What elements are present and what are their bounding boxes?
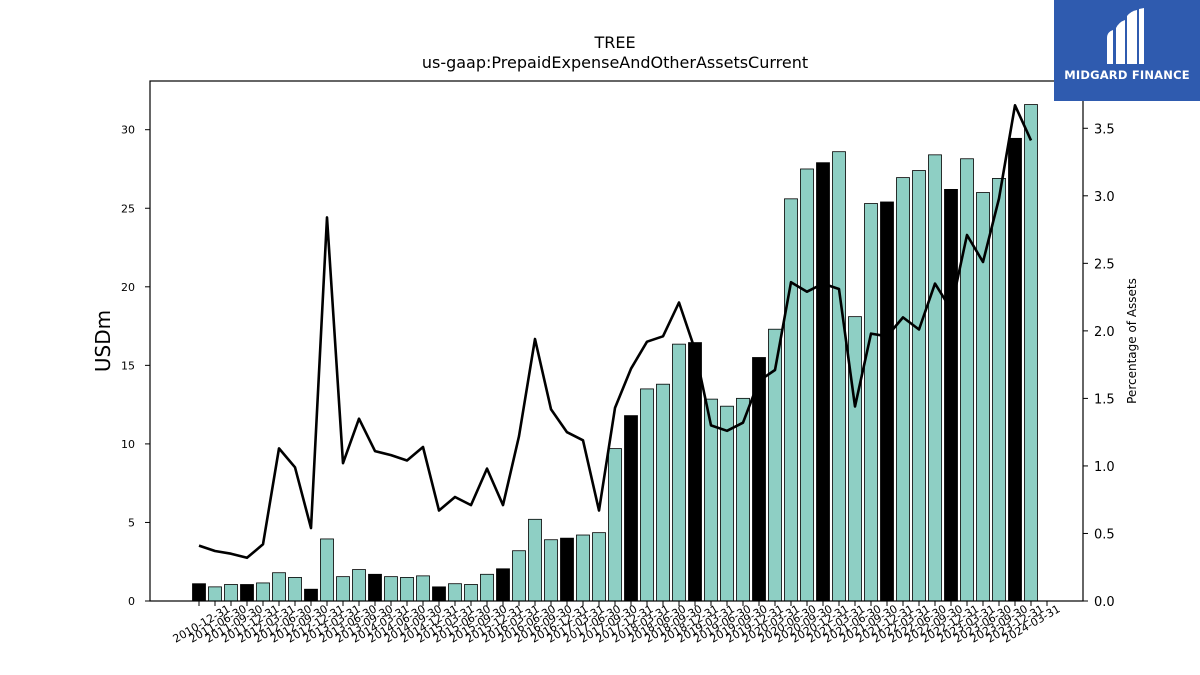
bar: [800, 168, 814, 602]
bar: [560, 537, 574, 602]
y2-tick-label: 2.5: [1094, 257, 1115, 272]
bar: [464, 584, 478, 602]
bar: [576, 534, 590, 602]
y-tick-label: 20: [121, 281, 135, 294]
bar: [896, 177, 910, 602]
y-tick-label: 5: [128, 516, 135, 529]
y2-tick-label: 3.5: [1094, 122, 1115, 137]
bar: [320, 538, 334, 602]
midgard-logo-icon: [1107, 8, 1144, 64]
bar: [720, 405, 734, 602]
bar: [528, 518, 542, 602]
y-tick-label: 15: [121, 359, 135, 372]
line-series: [198, 104, 1033, 560]
y2-tick-label: 1.5: [1094, 392, 1115, 407]
y-tick-label: 0: [128, 595, 135, 608]
bar: [960, 158, 974, 602]
brand-logo: MIDGARD FINANCE: [1054, 0, 1200, 101]
chart-title: TREE: [593, 33, 635, 52]
bar: [384, 576, 398, 602]
y-tick-label: 10: [121, 438, 135, 451]
y-axis-ticks: 0 5 10 15 20 25 30: [121, 124, 150, 608]
bar: [848, 316, 862, 602]
bar: [880, 201, 894, 602]
bar: [736, 397, 750, 602]
bar: [192, 583, 206, 602]
bar: [928, 154, 942, 602]
bar: [256, 582, 270, 602]
y2-tick-label: 0.5: [1094, 527, 1115, 542]
bar: [672, 343, 686, 602]
y-tick-label: 30: [121, 124, 135, 137]
y2-axis-label: Percentage of Assets: [1125, 278, 1139, 404]
y-axis-label: USDm: [91, 310, 115, 372]
bar: [416, 575, 430, 602]
bar: [288, 577, 302, 602]
bar: [592, 532, 606, 602]
bar: [368, 573, 382, 602]
bar: [816, 162, 830, 602]
bar: [352, 569, 366, 602]
bar: [336, 576, 350, 602]
bar: [656, 383, 670, 602]
bar: [912, 170, 926, 602]
bar: [432, 586, 446, 602]
bar: [992, 178, 1006, 602]
x-axis-ticks: 2010-12-312011-06-302011-09-302011-12-31…: [171, 601, 1063, 646]
y2-axis-ticks: 0.0 0.5 1.0 1.5 2.0 2.5 3.0 3.5: [1083, 122, 1115, 610]
bar: [496, 568, 510, 602]
brand-name: MIDGARD FINANCE: [1064, 68, 1190, 82]
bar: [1008, 137, 1022, 602]
y-tick-label: 25: [121, 202, 135, 215]
bar: [688, 342, 702, 602]
bar: [304, 588, 318, 602]
bar: [640, 388, 654, 602]
bar: [864, 203, 878, 602]
bar: [480, 573, 494, 602]
bar: [208, 586, 222, 602]
bar: [448, 583, 462, 602]
y2-tick-label: 3.0: [1094, 190, 1115, 205]
y2-tick-label: 0.0: [1094, 595, 1115, 610]
percentage-line: [198, 104, 1033, 560]
bar: [784, 198, 798, 602]
bar: [224, 584, 238, 602]
bar: [944, 188, 958, 602]
bar: [624, 415, 638, 602]
bar: [608, 448, 622, 602]
y2-tick-label: 1.0: [1094, 460, 1115, 475]
bar: [272, 572, 286, 602]
bar: [400, 577, 414, 602]
bar: [1024, 104, 1038, 602]
bar: [544, 539, 558, 602]
y2-tick-label: 2.0: [1094, 325, 1115, 340]
plot-frame: [149, 80, 1084, 602]
bar: [512, 550, 526, 602]
chart-subtitle: us-gaap:PrepaidExpenseAndOtherAssetsCurr…: [422, 53, 808, 72]
bar: [832, 151, 846, 602]
bar: [704, 398, 718, 602]
bar: [240, 584, 254, 602]
